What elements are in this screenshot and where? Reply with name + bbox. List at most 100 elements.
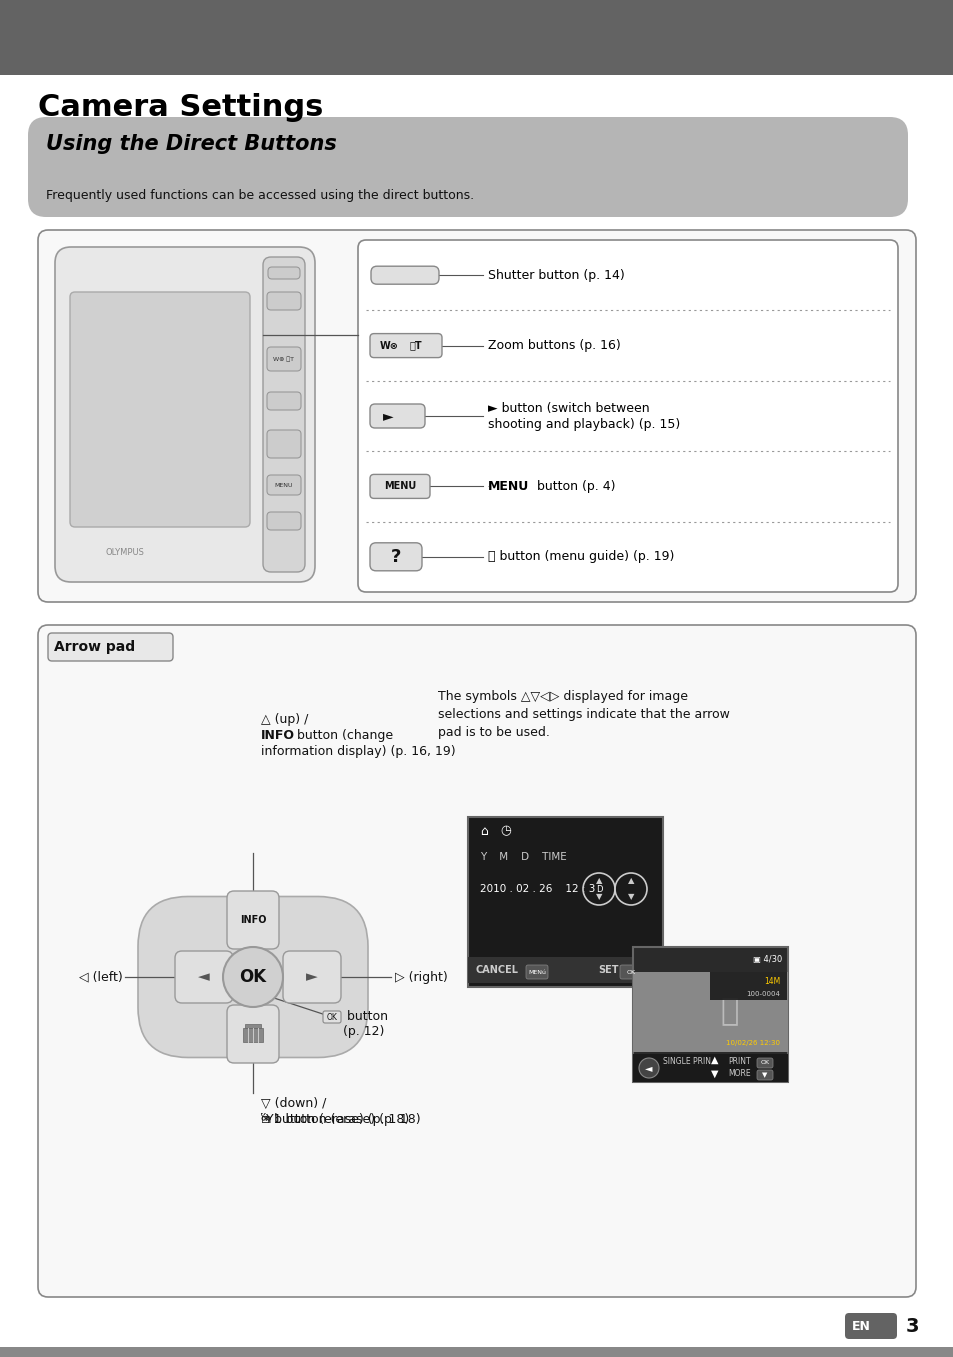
Text: (p. 12): (p. 12) (343, 1026, 384, 1038)
FancyBboxPatch shape (267, 512, 301, 531)
Text: The symbols △▽◁▷ displayed for image: The symbols △▽◁▷ displayed for image (437, 689, 687, 703)
FancyBboxPatch shape (283, 951, 340, 1003)
FancyBboxPatch shape (370, 404, 424, 427)
Text: button (change: button (change (293, 729, 393, 742)
Circle shape (223, 947, 283, 1007)
Text: ⚮: ⚮ (261, 1113, 272, 1126)
Text: MENU: MENU (384, 482, 416, 491)
FancyBboxPatch shape (370, 334, 441, 358)
FancyBboxPatch shape (55, 247, 314, 582)
FancyBboxPatch shape (844, 1314, 896, 1339)
Text: SINGLE PRIN: SINGLE PRIN (662, 1057, 710, 1067)
Text: ?: ? (391, 548, 401, 566)
Bar (0, 1301, 953, 1357)
Text: ▲: ▲ (595, 877, 601, 886)
Text: D: D (595, 885, 601, 893)
Text: ◄: ◄ (644, 1063, 652, 1073)
Text: selections and settings indicate that the arrow: selections and settings indicate that th… (437, 708, 729, 721)
Text: Arrow pad: Arrow pad (54, 641, 135, 654)
Text: ⌕T: ⌕T (410, 341, 422, 350)
Text: ◽▮: ◽▮ (247, 1029, 259, 1039)
Text: 2010 . 02 . 26    12 : 3: 2010 . 02 . 26 12 : 3 (479, 883, 595, 894)
Text: W⊗: W⊗ (379, 341, 398, 350)
Bar (709, 972, 786, 1000)
Text: MENú: MENú (527, 969, 545, 974)
Text: 10/02/26 12:30: 10/02/26 12:30 (725, 1039, 780, 1046)
FancyBboxPatch shape (757, 1058, 772, 1068)
Bar (633, 947, 787, 1082)
Text: ▣ 4/30: ▣ 4/30 (752, 955, 781, 963)
Text: information display) (p. 16, 19): information display) (p. 16, 19) (261, 745, 456, 759)
Bar (0, 0, 953, 75)
Text: Zoom buttons (p. 16): Zoom buttons (p. 16) (488, 339, 620, 351)
Text: ►: ► (306, 969, 317, 984)
Text: button: button (343, 1011, 388, 1023)
FancyBboxPatch shape (370, 543, 421, 571)
FancyBboxPatch shape (757, 1071, 772, 1080)
Text: ⛹: ⛹ (720, 997, 739, 1026)
FancyBboxPatch shape (267, 475, 301, 495)
Text: INFO: INFO (239, 915, 266, 925)
Text: W⊗ ⌕T: W⊗ ⌕T (274, 356, 294, 362)
FancyBboxPatch shape (323, 1011, 340, 1023)
FancyBboxPatch shape (370, 475, 430, 498)
FancyBboxPatch shape (174, 951, 233, 1003)
FancyBboxPatch shape (267, 430, 301, 459)
FancyBboxPatch shape (267, 292, 301, 309)
Bar (633, 1054, 787, 1082)
Text: INFO: INFO (261, 729, 294, 742)
Text: OK: OK (239, 968, 266, 987)
Text: button (p. 4): button (p. 4) (533, 480, 615, 493)
FancyBboxPatch shape (48, 632, 172, 661)
FancyBboxPatch shape (263, 256, 305, 573)
Text: ▼: ▼ (595, 893, 601, 901)
FancyBboxPatch shape (227, 892, 278, 949)
Text: Shutter button (p. 14): Shutter button (p. 14) (488, 269, 624, 282)
FancyBboxPatch shape (619, 965, 641, 978)
Text: Ὕ1 button (erase) (p. 18): Ὕ1 button (erase) (p. 18) (261, 1113, 420, 1126)
Text: Y    M    D    TIME: Y M D TIME (479, 852, 566, 862)
Text: 3: 3 (905, 1316, 919, 1335)
Text: OK: OK (760, 1061, 769, 1065)
FancyBboxPatch shape (138, 897, 368, 1057)
Text: OLYMPUS: OLYMPUS (106, 547, 144, 556)
FancyBboxPatch shape (525, 965, 547, 978)
FancyBboxPatch shape (38, 626, 915, 1297)
Text: ► button (switch between: ► button (switch between (488, 402, 649, 414)
FancyBboxPatch shape (38, 229, 915, 603)
Text: ►: ► (382, 408, 394, 423)
Text: PRINT: PRINT (727, 1057, 750, 1067)
Text: MENU: MENU (274, 483, 293, 487)
Text: ▲: ▲ (711, 1054, 718, 1065)
Text: ▽ (down) /: ▽ (down) / (261, 1096, 326, 1110)
FancyBboxPatch shape (70, 292, 250, 527)
Text: CANCEL: CANCEL (476, 965, 518, 974)
Text: SET: SET (598, 965, 618, 974)
Text: OK: OK (326, 1012, 337, 1022)
Bar (243, 1029, 263, 1042)
Text: EN: EN (851, 1319, 870, 1333)
FancyBboxPatch shape (227, 1006, 278, 1063)
Bar (0, 1348, 953, 1357)
Text: 14M: 14M (763, 977, 780, 987)
Text: ◁ (left): ◁ (left) (79, 970, 123, 984)
Text: ◷: ◷ (499, 825, 511, 837)
Text: MORE: MORE (727, 1069, 750, 1079)
Text: pad is to be used.: pad is to be used. (437, 726, 549, 740)
Text: ▼: ▼ (711, 1069, 718, 1079)
Text: ▲: ▲ (627, 877, 634, 886)
Text: OK: OK (626, 969, 635, 974)
Text: ▼: ▼ (761, 1072, 767, 1077)
Text: ❓ button (menu guide) (p. 19): ❓ button (menu guide) (p. 19) (488, 551, 674, 563)
Circle shape (639, 1058, 659, 1077)
Text: △ (up) /: △ (up) / (261, 712, 308, 726)
FancyBboxPatch shape (267, 347, 301, 370)
Text: shooting and playback) (p. 15): shooting and playback) (p. 15) (488, 418, 679, 430)
Text: 100-0004: 100-0004 (745, 991, 780, 997)
FancyBboxPatch shape (371, 266, 438, 284)
FancyBboxPatch shape (28, 117, 907, 217)
Bar (468, 957, 662, 982)
Text: ▷ (right): ▷ (right) (395, 970, 447, 984)
Text: MENU: MENU (488, 480, 529, 493)
Text: Frequently used functions can be accessed using the direct buttons.: Frequently used functions can be accesse… (46, 189, 474, 201)
